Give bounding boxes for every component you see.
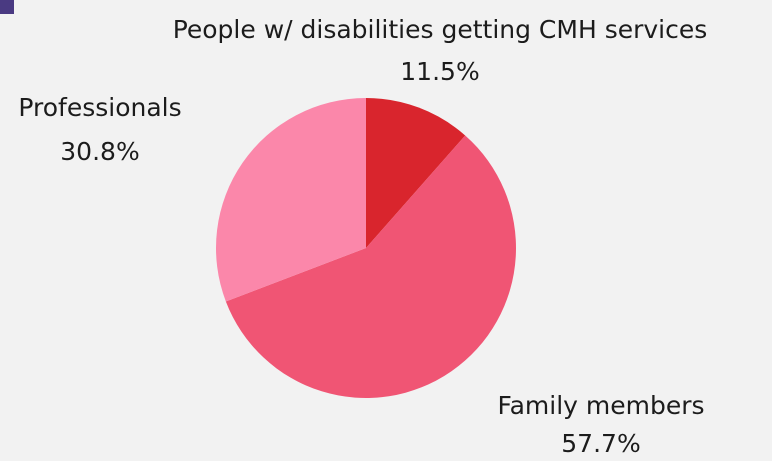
pie-slice [366,98,466,248]
slice-category-label: Family members [497,391,704,420]
slice-percent-label: 11.5% [400,57,479,86]
slice-percent-label: 57.7% [561,429,640,458]
pie-slice [225,135,516,398]
slice-percent-label: 30.8% [60,137,139,166]
pie-labels: People w/ disabilities getting CMH servi… [18,15,707,458]
pie-slice [216,98,366,302]
pie-slices [216,98,516,398]
corner-accent [0,0,14,14]
slice-category-label: People w/ disabilities getting CMH servi… [173,15,708,44]
slice-category-label: Professionals [18,93,181,122]
